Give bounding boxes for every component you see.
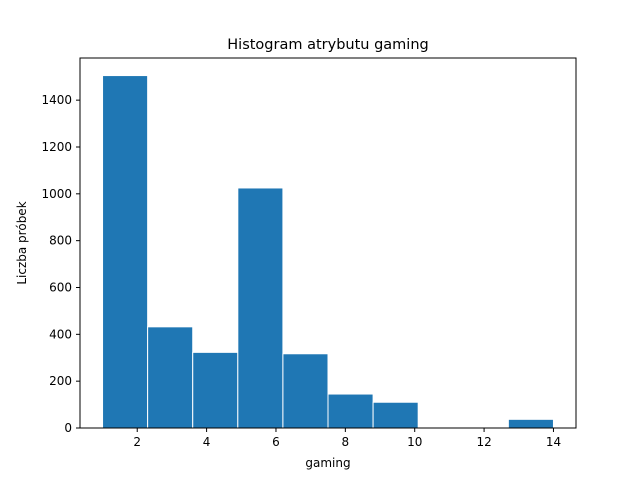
- x-tick-label: 14: [546, 435, 561, 449]
- plot-frame: [79, 57, 577, 429]
- y-axis: 0 200 400 600 800 1000 1200 1400: [41, 93, 80, 435]
- histogram-bar: [372, 401, 419, 429]
- x-tick-label: 8: [342, 435, 350, 449]
- y-axis-title: Liczba próbek: [15, 201, 29, 284]
- y-tick-label: 600: [49, 280, 72, 294]
- y-tick-label: 200: [49, 374, 72, 388]
- y-tick-label: 400: [49, 327, 72, 341]
- histogram-bar: [192, 351, 239, 429]
- y-tick-label: 1000: [41, 187, 72, 201]
- histogram-bar: [327, 393, 374, 429]
- x-axis: 2 4 6 8 10 12 14: [133, 428, 561, 449]
- y-tick-label: 800: [49, 234, 72, 248]
- x-tick-label: 12: [476, 435, 491, 449]
- histogram-bar: [507, 418, 554, 429]
- histogram-bar: [147, 326, 194, 429]
- x-tick-label: 6: [272, 435, 280, 449]
- bars-group: [102, 75, 554, 429]
- x-tick-label: 2: [133, 435, 141, 449]
- histogram-bar: [282, 353, 329, 429]
- x-tick-label: 10: [407, 435, 422, 449]
- histogram-bar: [237, 187, 284, 429]
- x-axis-title: gaming: [305, 456, 350, 470]
- chart-title: Histogram atrybutu gaming: [227, 37, 428, 53]
- x-tick-label: 4: [203, 435, 211, 449]
- y-tick-label: 1400: [41, 93, 72, 107]
- y-tick-label: 0: [64, 421, 72, 435]
- y-tick-label: 1200: [41, 140, 72, 154]
- histogram-bar: [102, 75, 149, 429]
